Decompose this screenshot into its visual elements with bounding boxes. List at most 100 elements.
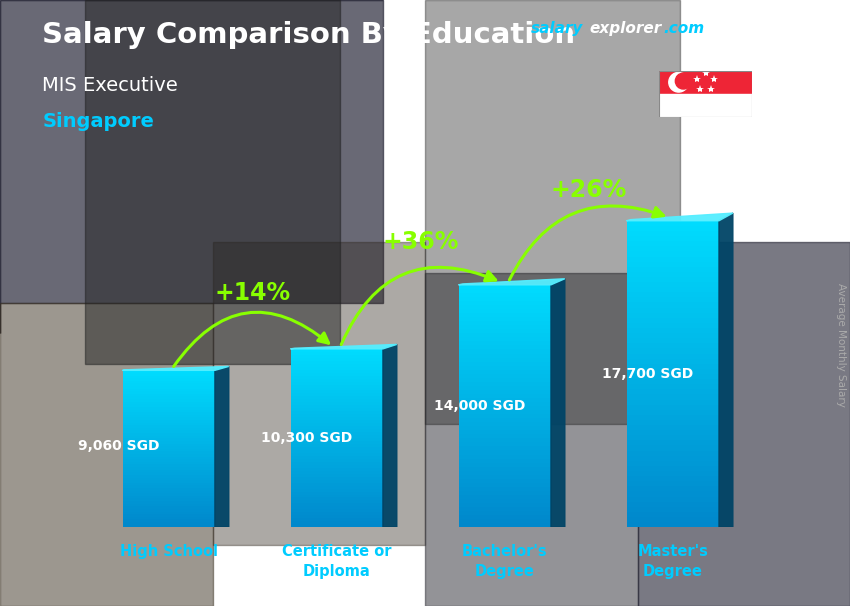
Text: +14%: +14% [215,281,291,305]
Text: Average Monthly Salary: Average Monthly Salary [836,284,846,407]
Bar [122,433,215,436]
Bar [291,402,383,405]
Bar [626,226,719,231]
Polygon shape [383,344,397,527]
Bar [626,522,719,527]
Bar [458,519,551,523]
Bar [291,456,383,459]
Bar [626,512,719,517]
Bar [291,349,383,352]
Bar [626,425,719,430]
Bar [122,394,215,396]
Bar [122,386,215,388]
Bar [458,297,551,301]
Polygon shape [719,213,733,527]
Bar [458,483,551,487]
Bar [291,512,383,515]
Bar [626,410,719,415]
Bar [122,459,215,462]
Bar [659,94,752,118]
Bar [458,410,551,414]
Bar [626,221,719,226]
Bar [626,471,719,476]
Bar [122,370,215,373]
Bar [122,480,215,483]
Bar [458,313,551,317]
Bar [291,521,383,524]
Bar [122,483,215,485]
Bar [458,329,551,333]
Bar [291,393,383,396]
Bar [458,325,551,329]
Bar [626,302,719,308]
Text: +36%: +36% [382,230,459,253]
Bar [458,317,551,321]
Bar [626,333,719,338]
Bar [458,422,551,426]
Bar [458,289,551,293]
Bar [458,491,551,495]
Bar [458,511,551,515]
Bar [458,459,551,462]
Bar [122,444,215,446]
Bar [122,402,215,404]
Bar [291,426,383,429]
Bar [626,461,719,466]
Bar [626,267,719,272]
Bar [626,456,719,461]
Bar [291,399,383,402]
Bar [291,507,383,510]
Bar [291,370,383,373]
Bar [122,451,215,454]
Bar [122,525,215,527]
Bar [626,476,719,481]
Bar [291,491,383,494]
Bar [626,507,719,512]
Bar [458,462,551,467]
Bar [458,293,551,297]
Bar [626,256,719,262]
Bar [122,454,215,457]
Bar [122,428,215,430]
Bar [458,487,551,491]
Bar [122,519,215,522]
Bar [122,399,215,402]
Bar [291,396,383,399]
Bar [458,305,551,309]
Bar [626,517,719,522]
Bar [626,241,719,246]
Bar [626,445,719,451]
Bar [626,323,719,328]
Bar [458,390,551,394]
Bar [626,374,719,379]
Bar [291,447,383,450]
Bar [291,441,383,444]
Bar [291,474,383,477]
Bar [291,471,383,474]
Bar [458,467,551,471]
Bar [291,367,383,370]
Bar [458,454,551,459]
Bar [291,405,383,408]
Bar [291,355,383,358]
Bar [291,352,383,355]
Bar [291,411,383,415]
Bar [458,301,551,305]
Bar [122,517,215,519]
Bar [291,482,383,485]
Bar [122,499,215,501]
Bar [626,389,719,395]
Bar [291,429,383,432]
Circle shape [669,73,689,92]
Bar [626,292,719,298]
Bar [122,488,215,491]
Bar [458,333,551,338]
Bar [626,441,719,445]
Bar [659,70,752,94]
Bar [458,398,551,402]
Bar [291,504,383,507]
Bar [122,396,215,399]
Bar [122,522,215,525]
Bar [458,309,551,313]
Bar [291,477,383,480]
